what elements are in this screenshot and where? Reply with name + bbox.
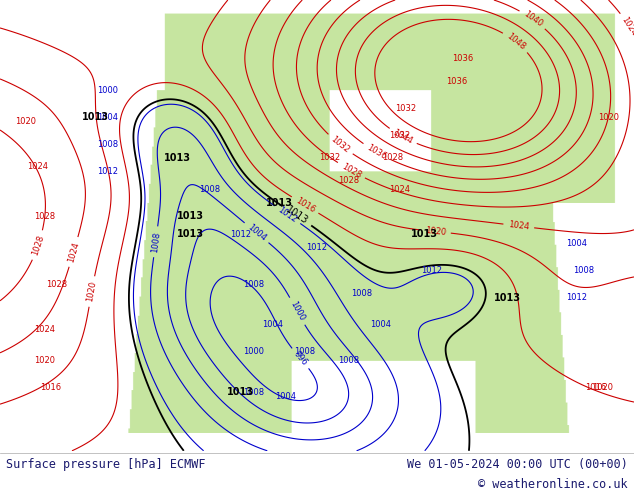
Text: 1004: 1004 xyxy=(275,392,296,401)
Text: 1004: 1004 xyxy=(262,320,283,329)
Text: 1013: 1013 xyxy=(164,153,191,163)
Text: 1020: 1020 xyxy=(598,113,619,122)
Text: 1024: 1024 xyxy=(34,324,55,334)
Text: 1008: 1008 xyxy=(97,140,119,149)
Text: 1008: 1008 xyxy=(243,388,264,397)
Text: 1008: 1008 xyxy=(351,289,372,297)
Text: 1013: 1013 xyxy=(82,112,108,122)
Text: 1008: 1008 xyxy=(573,266,594,275)
Text: 1012: 1012 xyxy=(230,230,252,239)
Text: 1000: 1000 xyxy=(243,347,264,356)
Text: 1024: 1024 xyxy=(508,220,530,232)
Text: 1013: 1013 xyxy=(266,198,292,208)
Text: 1036: 1036 xyxy=(446,76,467,86)
Text: 1028: 1028 xyxy=(46,279,68,289)
Text: 1028: 1028 xyxy=(30,234,46,257)
Text: 1013: 1013 xyxy=(284,205,310,227)
Text: 1032: 1032 xyxy=(319,153,340,162)
Text: 1013: 1013 xyxy=(177,229,204,240)
Text: 1020: 1020 xyxy=(592,383,613,392)
Text: 1028: 1028 xyxy=(338,176,359,185)
Text: 1020: 1020 xyxy=(34,356,55,365)
Text: © weatheronline.co.uk: © weatheronline.co.uk xyxy=(478,478,628,490)
Text: 1020: 1020 xyxy=(15,117,36,126)
Text: 1024: 1024 xyxy=(27,162,49,171)
Text: 1012: 1012 xyxy=(276,205,299,224)
Text: 1040: 1040 xyxy=(522,9,544,29)
Text: 1032: 1032 xyxy=(389,131,410,140)
Text: 1024: 1024 xyxy=(620,15,634,38)
Text: 1004: 1004 xyxy=(370,320,391,329)
Text: 1024: 1024 xyxy=(67,241,81,263)
Text: 1012: 1012 xyxy=(306,244,328,252)
Text: 996: 996 xyxy=(292,349,309,368)
Text: 1000: 1000 xyxy=(97,86,119,95)
Text: 1032: 1032 xyxy=(329,135,351,155)
Text: 1013: 1013 xyxy=(177,211,204,221)
Text: 1016: 1016 xyxy=(585,383,607,392)
Text: 1016: 1016 xyxy=(40,383,61,392)
Text: 1000: 1000 xyxy=(288,300,306,322)
Text: 1013: 1013 xyxy=(494,293,521,302)
Text: 1008: 1008 xyxy=(338,356,359,365)
Text: 1024: 1024 xyxy=(389,185,410,194)
Text: 1036: 1036 xyxy=(452,54,474,63)
Text: 1013: 1013 xyxy=(411,229,438,240)
Text: 1012: 1012 xyxy=(420,266,442,275)
Text: 1048: 1048 xyxy=(505,32,527,52)
Text: We 01-05-2024 00:00 UTC (00+00): We 01-05-2024 00:00 UTC (00+00) xyxy=(407,458,628,471)
Text: 1036: 1036 xyxy=(365,143,388,161)
Text: 1016: 1016 xyxy=(294,196,316,214)
Text: 1004: 1004 xyxy=(97,113,119,122)
Text: 1008: 1008 xyxy=(150,231,162,253)
Text: 1008: 1008 xyxy=(294,347,315,356)
Text: 1032: 1032 xyxy=(395,104,417,113)
Text: 1028: 1028 xyxy=(34,212,55,221)
Text: 1008: 1008 xyxy=(198,185,220,194)
Text: 1028: 1028 xyxy=(382,153,404,162)
Text: 1012: 1012 xyxy=(97,167,119,176)
Text: 1020: 1020 xyxy=(86,280,98,303)
Text: 1028: 1028 xyxy=(340,162,363,180)
Text: 1004: 1004 xyxy=(245,222,268,243)
Text: 1013: 1013 xyxy=(228,387,254,397)
Text: 1008: 1008 xyxy=(243,279,264,289)
Text: 1020: 1020 xyxy=(425,226,446,237)
Text: Surface pressure [hPa] ECMWF: Surface pressure [hPa] ECMWF xyxy=(6,458,206,471)
Text: 1004: 1004 xyxy=(566,239,588,248)
Text: 1044: 1044 xyxy=(391,128,414,146)
Text: 1012: 1012 xyxy=(566,293,588,302)
